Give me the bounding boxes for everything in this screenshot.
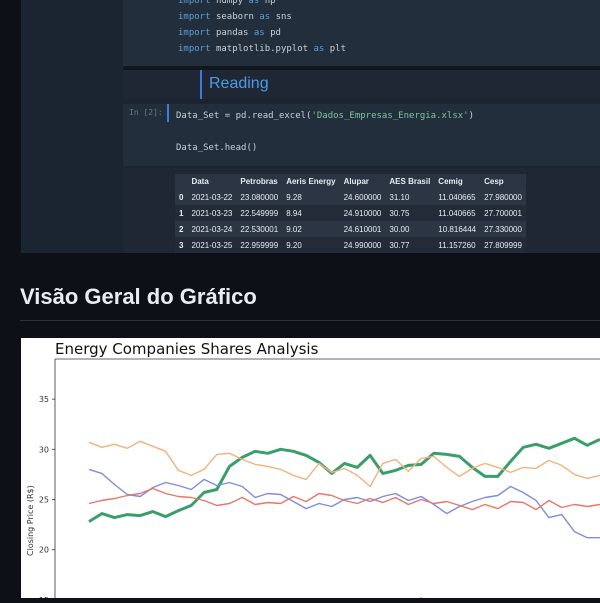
column-header: Petrobras bbox=[236, 174, 282, 189]
chart-panel: Energy Companies Shares Analysis Closing… bbox=[21, 338, 600, 598]
table-cell: 30.75 bbox=[385, 205, 434, 221]
row-index: 2 bbox=[175, 221, 187, 237]
table-cell: 11.157260 bbox=[434, 237, 480, 253]
table-cell: 24.990000 bbox=[340, 237, 386, 253]
dataframe-header-row: Data Petrobras Aeris Energy Alupar AES B… bbox=[175, 174, 526, 189]
table-cell: 8.94 bbox=[282, 205, 339, 221]
y-tick-label: 25 bbox=[39, 496, 49, 505]
import-line-seaborn: import seaborn as sns bbox=[178, 12, 292, 22]
table-row: 1 2021-03-23 22.549999 8.94 24.910000 30… bbox=[175, 205, 526, 221]
input-prompt: In [2]: bbox=[129, 108, 163, 117]
y-ticks: 1520253035 bbox=[39, 395, 55, 598]
import-line-matplotlib: import matplotlib.pyplot as plt bbox=[178, 44, 346, 54]
table-row: 0 2021-03-22 23.080000 9.28 24.600000 31… bbox=[175, 189, 526, 205]
active-cell-indicator bbox=[167, 104, 169, 122]
notebook-panel: import numpy as np import seaborn as sns… bbox=[21, 0, 600, 253]
table-cell: 22.959999 bbox=[236, 237, 282, 253]
markdown-cell-indicator bbox=[200, 70, 202, 99]
code-line-head: Data_Set.head() bbox=[176, 143, 257, 153]
y-axis-label: Closing Price (R$) bbox=[26, 485, 35, 556]
table-cell: 2021-03-24 bbox=[187, 221, 236, 237]
y-tick-label: 30 bbox=[39, 445, 49, 454]
series-lines bbox=[89, 438, 600, 598]
section-heading: Visão Geral do Gráfico bbox=[20, 284, 257, 310]
table-cell: 9.20 bbox=[282, 237, 339, 253]
table-cell: 27.980000 bbox=[480, 189, 526, 205]
table-row: 3 2021-03-25 22.959999 9.20 24.990000 30… bbox=[175, 237, 526, 253]
table-cell: 31.10 bbox=[385, 189, 434, 205]
column-header: Cemig bbox=[434, 174, 480, 189]
column-header bbox=[175, 174, 187, 189]
table-cell: 10.816444 bbox=[434, 221, 480, 237]
table-cell: 2021-03-25 bbox=[187, 237, 236, 253]
table-cell: 22.530001 bbox=[236, 221, 282, 237]
table-cell: 11.040665 bbox=[434, 205, 480, 221]
table-cell: 24.610001 bbox=[340, 221, 386, 237]
import-line-pandas: import pandas as pd bbox=[178, 28, 281, 38]
table-cell: 30.00 bbox=[385, 221, 434, 237]
column-header: Cesp bbox=[480, 174, 526, 189]
table-cell: 2021-03-23 bbox=[187, 205, 236, 221]
table-cell: 11.040665 bbox=[434, 189, 480, 205]
table-row: 2 2021-03-24 22.530001 9.02 24.610001 30… bbox=[175, 221, 526, 237]
column-header: Aeris Energy bbox=[282, 174, 339, 189]
row-index: 0 bbox=[175, 189, 187, 205]
table-cell: 27.330000 bbox=[480, 221, 526, 237]
y-tick-label: 20 bbox=[39, 546, 49, 555]
markdown-cell-reading[interactable]: Reading bbox=[123, 70, 600, 99]
chart-title: Energy Companies Shares Analysis bbox=[55, 340, 319, 358]
row-index: 3 bbox=[175, 237, 187, 253]
markdown-heading: Reading bbox=[209, 75, 269, 93]
import-line-numpy: import numpy as np bbox=[178, 0, 276, 6]
table-cell: 24.600000 bbox=[340, 189, 386, 205]
table-cell: 2021-03-22 bbox=[187, 189, 236, 205]
table-cell: 30.77 bbox=[385, 237, 434, 253]
table-cell: 9.02 bbox=[282, 221, 339, 237]
line-chart: Energy Companies Shares Analysis Closing… bbox=[21, 338, 600, 598]
row-index: 1 bbox=[175, 205, 187, 221]
table-cell: 24.910000 bbox=[340, 205, 386, 221]
y-tick-label: 35 bbox=[39, 395, 49, 404]
output-cell-dataframe: Data Petrobras Aeris Energy Alupar AES B… bbox=[123, 168, 600, 253]
table-cell: 22.549999 bbox=[236, 205, 282, 221]
heading-divider bbox=[20, 320, 600, 321]
table-cell: 27.809999 bbox=[480, 237, 526, 253]
table-cell: 27.700001 bbox=[480, 205, 526, 221]
column-header: AES Brasil bbox=[385, 174, 434, 189]
table-cell: 9.28 bbox=[282, 189, 339, 205]
series-line-cesp bbox=[89, 469, 600, 537]
table-cell: 23.080000 bbox=[236, 189, 282, 205]
column-header: Data bbox=[187, 174, 236, 189]
code-line-read-excel: Data_Set = pd.read_excel('Dados_Empresas… bbox=[176, 111, 474, 121]
dataframe-table: Data Petrobras Aeris Energy Alupar AES B… bbox=[175, 174, 526, 253]
column-header: Alupar bbox=[340, 174, 386, 189]
